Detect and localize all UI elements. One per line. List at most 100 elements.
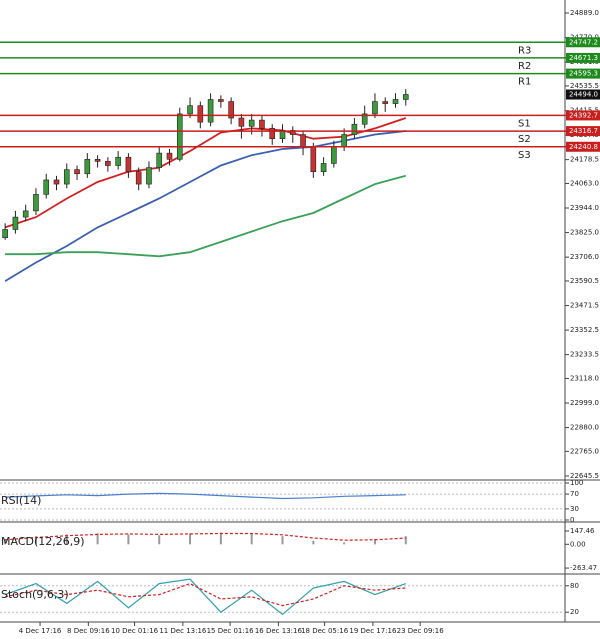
y-tick-label: 23352.5 — [570, 326, 599, 334]
candle-body — [300, 134, 306, 148]
y-tick-label: 23825.0 — [570, 229, 599, 237]
macd-bar — [158, 535, 161, 545]
y-tick-label: 20 — [570, 608, 579, 616]
y-tick-label: 23233.5 — [570, 351, 599, 359]
y-tick-label: 23118.0 — [570, 374, 599, 382]
candle-body — [125, 156, 132, 172]
candle-body — [84, 159, 91, 175]
y-tick-label: 30 — [570, 505, 579, 513]
candle-body — [259, 119, 265, 129]
macd-bar — [343, 542, 346, 545]
candle-body — [392, 99, 399, 104]
level-name: R2 — [518, 61, 531, 72]
candle-body — [238, 117, 245, 127]
y-tick-label: -263.47 — [570, 564, 597, 572]
candle-body — [361, 113, 368, 125]
indicator-line — [5, 492, 406, 500]
y-tick-label: 80 — [570, 582, 579, 590]
candle-body — [156, 152, 163, 168]
candle-body — [22, 210, 29, 218]
level-tag — [566, 126, 600, 137]
candle-body — [166, 152, 173, 160]
y-tick-label: 24889.0 — [570, 9, 599, 17]
macd-bar — [373, 538, 376, 545]
x-tick-label: 15 Dec 01:16 — [207, 627, 255, 635]
level-name: S1 — [518, 118, 531, 129]
x-tick-label: 23 Dec 09:16 — [397, 627, 445, 635]
candle-body — [197, 105, 204, 123]
candle-body — [135, 171, 142, 185]
candle-body — [331, 146, 337, 164]
y-tick-label: 24063.0 — [570, 179, 599, 187]
candle-body — [207, 99, 214, 123]
last-price-label: 24494.0 — [569, 91, 598, 99]
y-tick-label: 100 — [570, 479, 583, 487]
candle-body — [269, 128, 276, 139]
candle-body — [228, 101, 234, 119]
y-tick-label: 23944.0 — [570, 204, 599, 212]
candle-body — [176, 113, 183, 160]
y-tick-label: 23590.5 — [570, 277, 599, 285]
macd-bar — [34, 536, 37, 545]
level-tag — [566, 141, 600, 152]
macd-bar — [127, 534, 130, 545]
y-tick-label: 0 — [570, 516, 574, 524]
plot-bg — [0, 0, 565, 622]
candle-body — [218, 99, 224, 102]
x-tick-label: 19 Dec 17:16 — [349, 627, 397, 635]
level-tag — [566, 37, 600, 48]
y-tick-label: 23706.0 — [570, 253, 599, 261]
candle-body — [53, 179, 60, 185]
level-value: 24240.8 — [569, 143, 598, 151]
candle-body — [12, 216, 19, 230]
indicator-title: Stoch(9,6,3) — [1, 588, 69, 601]
candle-body — [74, 169, 80, 175]
level-value: 24595.3 — [569, 70, 598, 78]
macd-bar — [404, 536, 407, 545]
x-tick-label: 16 Dec 13:16 — [255, 627, 303, 635]
y-tick-label: 22765.0 — [570, 447, 599, 455]
level-name: S2 — [518, 134, 531, 145]
level-tag — [566, 52, 600, 63]
indicator-title: RSI(14) — [1, 494, 41, 507]
candle-body — [33, 194, 39, 212]
candle-body — [341, 134, 347, 148]
y-tick-label: 0.00 — [570, 540, 586, 548]
y-tick-label: 22999.0 — [570, 399, 599, 407]
moving-average — [5, 174, 407, 258]
last-price-tag — [566, 89, 600, 100]
level-value: 24747.2 — [569, 38, 598, 46]
indicator-line — [5, 532, 406, 541]
indicator-line — [4, 578, 407, 616]
candle-body — [105, 161, 111, 166]
indicator-title: MACD(12,26,9) — [1, 535, 85, 548]
level-tag — [566, 110, 600, 121]
y-tick-label: 23471.5 — [570, 302, 599, 310]
macd-bar — [4, 538, 7, 545]
level-name: S3 — [518, 150, 531, 161]
y-tick-label: 24535.5 — [570, 82, 599, 90]
y-tick-label: 147.46 — [570, 527, 595, 535]
x-tick-label: 18 Dec 05:16 — [301, 627, 349, 635]
level-value: 24392.7 — [569, 111, 598, 119]
macd-bar — [65, 534, 68, 545]
candle-body — [248, 119, 255, 127]
candle-body — [146, 167, 152, 185]
candle-body — [94, 159, 101, 162]
x-tick-label: 10 Dec 01:16 — [111, 627, 159, 635]
candle-body — [2, 229, 8, 239]
candle-body — [43, 179, 50, 195]
y-tick-label: 22880.0 — [570, 424, 599, 432]
x-tick-label: 4 Dec 17:16 — [19, 627, 62, 635]
moving-average — [4, 117, 407, 229]
y-tick-label: 70 — [570, 490, 579, 498]
x-tick-label: 8 Dec 09:16 — [67, 627, 110, 635]
level-name: R3 — [518, 45, 531, 56]
macd-bar — [96, 533, 99, 545]
candle-body — [115, 156, 121, 166]
candle-body — [187, 105, 193, 115]
x-tick-label: 11 Dec 13:16 — [159, 627, 207, 635]
candle-body — [310, 146, 317, 172]
